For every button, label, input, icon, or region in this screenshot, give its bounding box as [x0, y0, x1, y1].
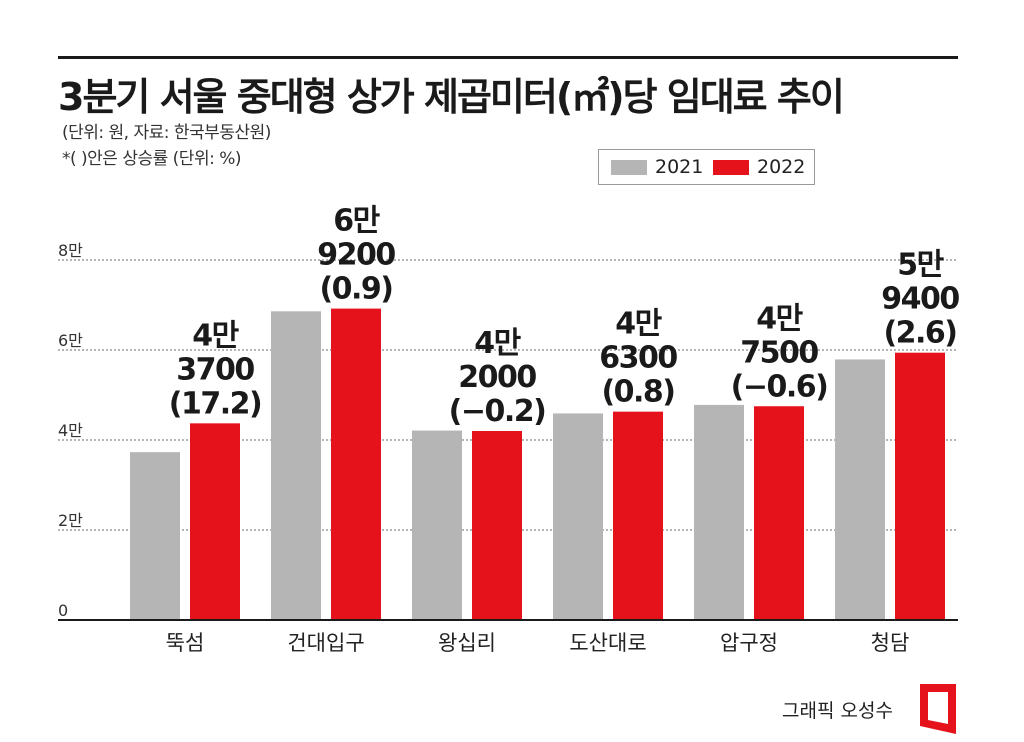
bar-2021 [694, 404, 744, 620]
y-tick-label: 4만 [58, 421, 83, 440]
x-tick-label: 뚝섬 [166, 631, 205, 655]
data-label: 6300 [599, 341, 677, 376]
bar-2022 [472, 431, 522, 620]
data-label: 4만 [756, 301, 803, 336]
percent-note: *( )안은 상승률 (단위: %) [62, 149, 242, 169]
data-label: 9400 [881, 282, 959, 317]
bar-2021 [412, 430, 462, 620]
y-tick-label: 6만 [58, 331, 83, 350]
data-label: (2.6) [883, 316, 956, 351]
data-label: 4만 [192, 318, 239, 353]
x-tick-label: 도산대로 [569, 631, 646, 655]
data-label: 9200 [317, 238, 395, 273]
bar-2022 [190, 423, 240, 620]
bar-2021 [553, 413, 603, 620]
data-label: (−0.6) [731, 369, 828, 404]
data-label: 4만 [474, 326, 521, 361]
legend-swatch-2022 [713, 160, 749, 175]
chart-title: 3분기 서울 중대형 상가 제곱미터(㎡)당 임대료 추이 [58, 75, 845, 119]
data-label: 3700 [176, 352, 254, 387]
legend-label-2022: 2022 [757, 156, 806, 178]
data-label: (−0.2) [449, 394, 546, 429]
data-label: (0.8) [601, 375, 674, 410]
bar-2022 [613, 411, 663, 620]
bar-2022 [754, 406, 804, 620]
y-tick-label: 2만 [58, 511, 83, 530]
newspaper-logo-icon [920, 684, 956, 734]
bar-2022 [895, 352, 945, 620]
x-tick-label: 왕십리 [438, 631, 496, 655]
bar-2021 [130, 452, 180, 620]
data-label: 7500 [740, 335, 818, 370]
data-label: 2000 [458, 360, 536, 395]
bar-2021 [835, 359, 885, 620]
data-label: 5만 [897, 248, 944, 283]
legend: 2021 2022 [598, 149, 815, 185]
bar-2022 [331, 308, 381, 620]
legend-swatch-2021 [611, 160, 647, 175]
data-label: 4만 [615, 307, 662, 342]
data-label: (0.9) [319, 272, 392, 307]
unit-source-note: (단위: 원, 자료: 한국부동산원) [62, 123, 271, 143]
graphic-credit: 그래픽 오성수 [782, 700, 893, 722]
top-rule [58, 56, 958, 59]
x-tick-label: 압구정 [720, 631, 778, 655]
x-tick-label: 청담 [871, 631, 910, 655]
data-label: 6만 [333, 204, 380, 239]
x-tick-label: 건대입구 [287, 631, 364, 655]
bar-2021 [271, 311, 321, 620]
data-label: (17.2) [169, 386, 261, 421]
y-tick-label: 8만 [58, 241, 83, 260]
legend-label-2021: 2021 [655, 156, 704, 178]
y-tick-label: 0 [58, 601, 68, 620]
